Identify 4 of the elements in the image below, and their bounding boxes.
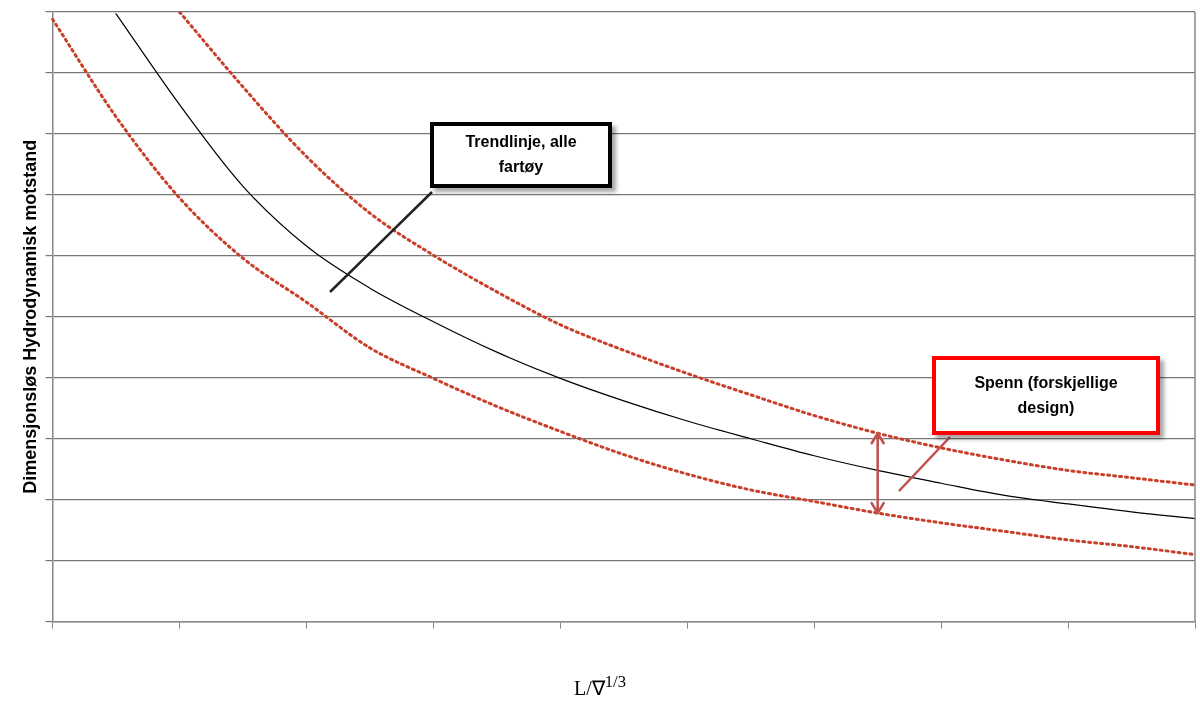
callout-box: Trendlinje, alle fartøy xyxy=(430,122,612,188)
x-axis-title: L/∇$^{1/3}$ xyxy=(572,672,628,700)
callout-box: Spenn (forskjellige design) xyxy=(932,356,1160,435)
y-axis-title: Dimensjonsløs Hydrodynamisk motstand xyxy=(19,139,40,494)
